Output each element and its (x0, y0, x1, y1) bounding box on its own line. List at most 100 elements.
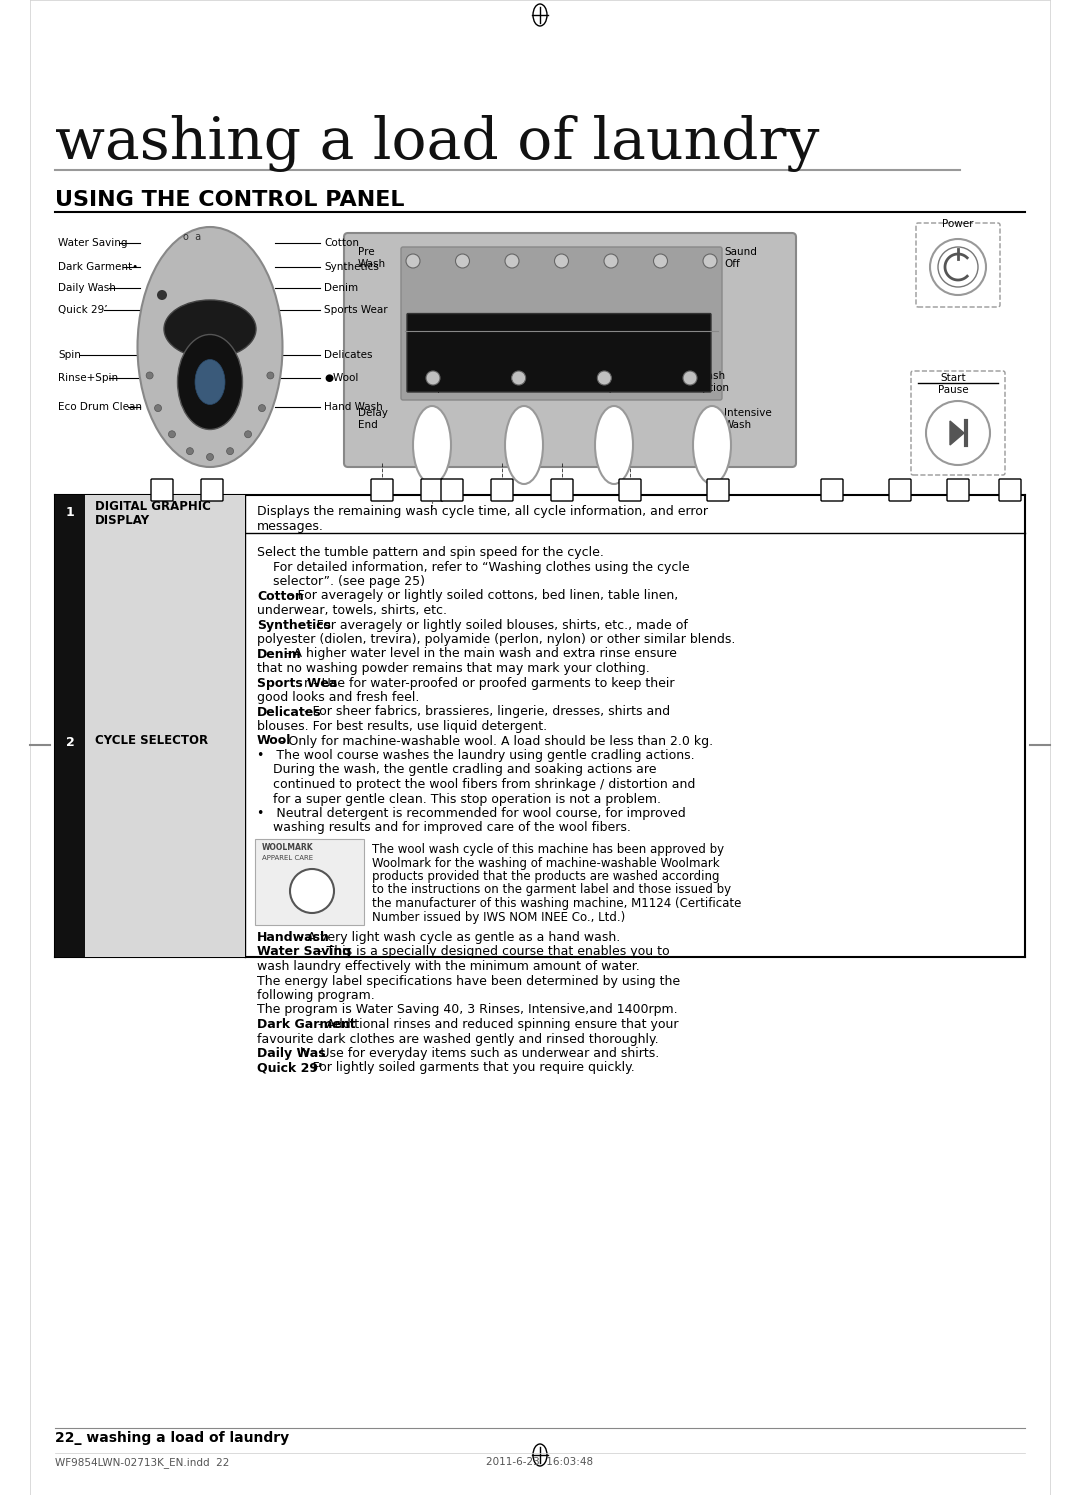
Text: Wool: Wool (257, 734, 292, 748)
Text: 6: 6 (558, 484, 565, 493)
Text: 1: 1 (159, 484, 165, 493)
Text: - Additional rinses and reduced spinning ensure that your: - Additional rinses and reduced spinning… (313, 1018, 678, 1032)
Ellipse shape (137, 227, 283, 466)
Text: 10: 10 (893, 484, 907, 493)
Text: o  a: o a (183, 232, 201, 242)
Text: Power: Power (942, 218, 974, 229)
Text: Quick 29’: Quick 29’ (257, 1061, 323, 1075)
Text: selector”. (see page 25): selector”. (see page 25) (257, 576, 426, 588)
Circle shape (512, 371, 526, 386)
Text: the manufacturer of this washing machine, M1124 (Certificate: the manufacturer of this washing machine… (372, 897, 741, 910)
FancyBboxPatch shape (889, 478, 912, 501)
Text: washing a load of laundry: washing a load of laundry (55, 115, 820, 172)
Text: Start: Start (941, 372, 966, 383)
Text: Displays the remaining wash cycle time, all cycle information, and error
message: Displays the remaining wash cycle time, … (257, 505, 708, 534)
Text: For detailed information, refer to “Washing clothes using the cycle: For detailed information, refer to “Wash… (257, 561, 690, 574)
Circle shape (146, 372, 153, 378)
Text: - A very light wash cycle as gentle as a hand wash.: - A very light wash cycle as gentle as a… (295, 931, 620, 943)
Text: to the instructions on the garment label and those issued by: to the instructions on the garment label… (372, 884, 731, 897)
Text: ●Wool: ●Wool (324, 372, 359, 383)
Text: h - Use for everyday items such as underwear and shirts.: h - Use for everyday items such as under… (299, 1046, 659, 1060)
Text: - This is a specially designed course that enables you to: - This is a specially designed course th… (313, 945, 670, 958)
Text: r - Use for water-proofed or proofed garments to keep their: r - Use for water-proofed or proofed gar… (305, 677, 675, 689)
Text: Daily Wash: Daily Wash (58, 283, 116, 293)
Text: APPAREL CARE: APPAREL CARE (262, 855, 313, 861)
FancyBboxPatch shape (947, 478, 969, 501)
Text: Temp.: Temp. (417, 383, 447, 393)
Text: WF9854LWN-02713K_EN.indd  22: WF9854LWN-02713K_EN.indd 22 (55, 1458, 229, 1468)
Text: Synthetics: Synthetics (257, 619, 330, 631)
Ellipse shape (413, 407, 451, 484)
Text: 12:30: 12:30 (183, 312, 238, 330)
Text: 2: 2 (208, 484, 215, 493)
Circle shape (157, 290, 167, 300)
Circle shape (554, 254, 568, 268)
Text: Handwash: Handwash (257, 931, 329, 943)
FancyBboxPatch shape (401, 247, 723, 401)
Ellipse shape (164, 300, 256, 357)
Text: Saund: Saund (724, 247, 757, 257)
Text: polyester (diolen, trevira), polyamide (perlon, nylon) or other similar blends.: polyester (diolen, trevira), polyamide (… (257, 632, 735, 646)
Text: The program is Water Saving 40, 3 Rinses, Intensive,and 1400rpm.: The program is Water Saving 40, 3 Rinses… (257, 1003, 677, 1017)
Text: End: End (357, 420, 378, 431)
Text: Intensive: Intensive (724, 408, 772, 419)
Circle shape (227, 447, 233, 454)
Text: Sports Wear: Sports Wear (324, 305, 388, 315)
Text: 2: 2 (66, 737, 75, 749)
Text: Synthetics: Synthetics (324, 262, 379, 272)
FancyBboxPatch shape (201, 478, 222, 501)
Text: following program.: following program. (257, 990, 375, 1002)
Text: Pre: Pre (357, 247, 375, 257)
Circle shape (703, 254, 717, 268)
Text: favourite dark clothes are washed gently and rinsed thoroughly.: favourite dark clothes are washed gently… (257, 1033, 659, 1045)
FancyBboxPatch shape (999, 478, 1021, 501)
FancyBboxPatch shape (55, 495, 85, 534)
Text: •   The wool course washes the laundry using gentle cradling actions.: • The wool course washes the laundry usi… (257, 749, 694, 762)
Text: Rinse: Rinse (510, 383, 538, 393)
Text: Denim: Denim (257, 647, 301, 661)
Circle shape (206, 453, 214, 460)
Text: Spin: Spin (603, 383, 625, 393)
Text: •   Neutral detergent is recommended for wool course, for improved: • Neutral detergent is recommended for w… (257, 807, 686, 819)
FancyBboxPatch shape (551, 478, 573, 501)
Text: 2011-6-23  16:03:48: 2011-6-23 16:03:48 (486, 1458, 594, 1467)
Text: that no washing powder remains that may mark your clothing.: that no washing powder remains that may … (257, 662, 650, 676)
Circle shape (267, 372, 274, 378)
Text: 7: 7 (626, 484, 633, 493)
FancyBboxPatch shape (85, 534, 245, 957)
Text: 1: 1 (448, 484, 456, 493)
Text: underwear, towels, shirts, etc.: underwear, towels, shirts, etc. (257, 604, 447, 617)
Circle shape (406, 254, 420, 268)
Text: Delicates: Delicates (324, 350, 373, 360)
Circle shape (604, 254, 618, 268)
Text: Pause: Pause (937, 386, 969, 395)
Text: washing results and for improved care of the wool fibers.: washing results and for improved care of… (257, 821, 631, 834)
Circle shape (926, 401, 990, 465)
FancyBboxPatch shape (407, 314, 711, 392)
Circle shape (683, 371, 697, 386)
Text: continued to protect the wool fibers from shrinkage / distortion and: continued to protect the wool fibers fro… (257, 777, 696, 791)
FancyBboxPatch shape (619, 478, 642, 501)
Text: Quick 29’: Quick 29’ (58, 305, 108, 315)
Text: Delay: Delay (357, 408, 388, 419)
Text: blouses. For best results, use liquid detergent.: blouses. For best results, use liquid de… (257, 721, 548, 733)
Circle shape (939, 247, 978, 287)
Text: Wash: Wash (357, 259, 387, 269)
Ellipse shape (195, 359, 225, 405)
Text: Dark Garment: Dark Garment (257, 1018, 355, 1032)
Circle shape (244, 431, 252, 438)
FancyBboxPatch shape (441, 478, 463, 501)
Circle shape (930, 239, 986, 295)
Text: 4: 4 (429, 484, 435, 493)
Text: WOOLMARK: WOOLMARK (262, 843, 313, 852)
Text: - A higher water level in the main wash and extra rinse ensure: - A higher water level in the main wash … (281, 647, 676, 661)
Text: Water Saving: Water Saving (58, 238, 127, 248)
FancyBboxPatch shape (151, 478, 173, 501)
Text: Woolmark for the washing of machine-washable Woolmark: Woolmark for the washing of machine-wash… (372, 857, 719, 870)
FancyBboxPatch shape (345, 233, 796, 466)
Text: During the wash, the gentle cradling and soaking actions are: During the wash, the gentle cradling and… (257, 764, 657, 776)
Text: DIGITAL GRAPHIC: DIGITAL GRAPHIC (95, 499, 211, 513)
Text: - For sheer fabrics, brassieres, lingerie, dresses, shirts and: - For sheer fabrics, brassieres, lingeri… (299, 706, 670, 719)
Text: 88  8  1888: 88 8 1888 (489, 342, 629, 363)
Text: Cotton: Cotton (324, 238, 359, 248)
